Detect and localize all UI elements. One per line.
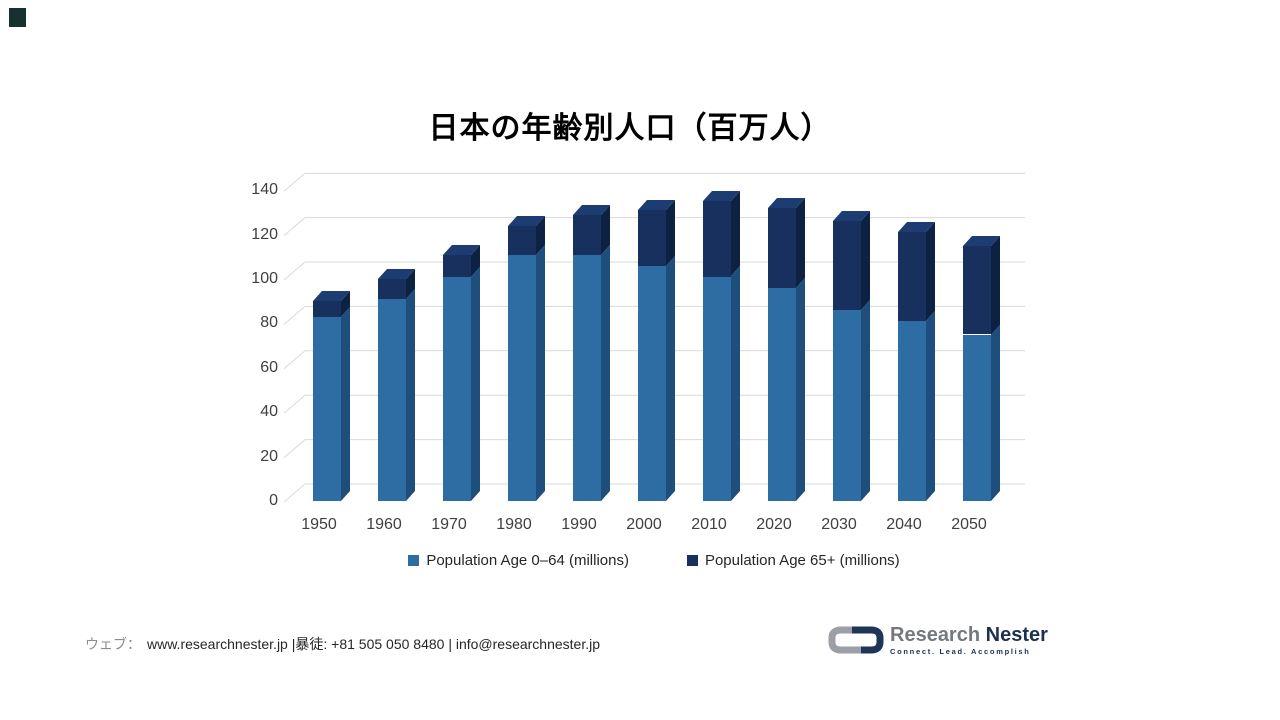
y-axis-label: 60 — [260, 358, 278, 376]
x-axis-label: 2000 — [626, 516, 662, 533]
y-axis-label: 40 — [260, 403, 278, 421]
legend-swatch — [686, 555, 698, 566]
gridline-tick-connector — [283, 306, 306, 325]
bar-side — [991, 235, 1000, 501]
logo-name-nester: Nester — [985, 623, 1048, 646]
logo-tagline: Connect. Lead. Accomplish — [890, 646, 1031, 656]
bar-side-age0-64 — [926, 311, 935, 501]
bar-side-age65plus — [926, 222, 935, 322]
bar-front-age0-64 — [638, 265, 666, 501]
gridline-tick-connector — [283, 261, 306, 281]
legend-swatch — [408, 555, 420, 566]
x-axis-label: 2010 — [691, 516, 727, 533]
x-axis-label: 1950 — [301, 516, 337, 533]
bar-side — [796, 197, 805, 501]
bar-front-age65plus — [768, 207, 796, 288]
bar-side — [536, 215, 545, 501]
legend-label: Population Age 0–64 (millions) — [426, 552, 629, 569]
bar-side — [731, 191, 740, 501]
bar-front-age65plus — [963, 245, 991, 335]
bar-front-age0-64 — [378, 298, 406, 501]
bar-front-age65plus — [508, 225, 536, 255]
bar-side — [926, 222, 935, 501]
gridline-tick-connector — [283, 394, 306, 414]
chart-title: 日本の年齢別人口（百万人） — [428, 112, 832, 145]
bar-side-age65plus — [796, 197, 805, 288]
bar-front-age65plus — [443, 254, 471, 277]
x-axis-label: 2040 — [886, 516, 922, 533]
y-axis-label: 120 — [251, 225, 278, 243]
bar-side-age65plus — [861, 211, 870, 311]
bar-side-age0-64 — [731, 266, 740, 501]
bar-front-age65plus — [833, 221, 861, 311]
logo-chainlink-icon — [828, 626, 884, 654]
bar-front-age65plus — [898, 232, 926, 322]
bar-side-age0-64 — [861, 300, 870, 501]
gridline-tick-connector — [283, 217, 306, 236]
bar-front-age0-64 — [833, 310, 861, 501]
bar-front-age0-64 — [963, 334, 991, 501]
bar-side-age0-64 — [601, 244, 610, 501]
bar-front-age65plus — [638, 210, 666, 266]
logo-name-research: Research — [890, 623, 981, 646]
footer-contact-text: www.researchnester.jp |暴徒: +81 505 050 8… — [147, 636, 601, 652]
bar-front-age65plus — [573, 214, 601, 255]
bar-front-age65plus — [703, 201, 731, 277]
footer-web-label: ウェブ： — [85, 636, 141, 652]
x-axis-label: 2030 — [821, 516, 857, 533]
chart-legend: Population Age 0–64 (millions) Population… — [283, 552, 1025, 569]
y-axis-label: 140 — [251, 181, 278, 199]
bar-front-age0-64 — [898, 321, 926, 501]
bar-side — [666, 200, 675, 501]
logo-text: Research Nester Connect. Lead. Accomplis… — [890, 625, 1048, 656]
bar-front-age0-64 — [443, 276, 471, 501]
y-axis-label: 20 — [260, 447, 278, 465]
y-axis-label: 0 — [269, 492, 278, 509]
bar-front-age0-64 — [768, 287, 796, 501]
legend-label: Population Age 65+ (millions) — [704, 552, 900, 569]
gridline-tick-connector — [283, 483, 306, 503]
bar-front-age0-64 — [508, 254, 536, 501]
bar-side — [601, 204, 610, 501]
gridline-tick-connector — [283, 350, 306, 370]
bar-side — [471, 244, 480, 501]
x-axis-label: 1970 — [431, 516, 467, 533]
x-axis-label: 1960 — [366, 516, 402, 533]
x-axis-label: 2050 — [951, 516, 987, 533]
bar-side-age0-64 — [471, 266, 480, 501]
bar-side-age0-64 — [796, 277, 805, 501]
research-nester-logo: Research Nester Connect. Lead. Accomplis… — [826, 620, 1048, 660]
bar-side-age65plus — [731, 191, 740, 277]
bar-side-age0-64 — [536, 244, 545, 501]
x-axis-label: 1980 — [496, 516, 532, 533]
bar-side-age0-64 — [341, 306, 350, 501]
bar-side — [341, 291, 350, 501]
bar-side — [861, 211, 870, 501]
legend-item: Population Age 0–64 (millions) — [408, 552, 629, 569]
logo-name: Research Nester — [890, 625, 1048, 645]
y-axis-label: 100 — [251, 270, 278, 287]
corner-decor-square — [9, 8, 26, 27]
bar-front-age0-64 — [573, 254, 601, 501]
gridline-tick-connector — [283, 439, 306, 458]
bar-front-age0-64 — [703, 276, 731, 501]
bar-side-age65plus — [991, 235, 1000, 335]
bar-side-age0-64 — [406, 288, 415, 501]
gridline-tick-connector — [283, 172, 306, 192]
bar-front-age0-64 — [313, 316, 341, 501]
x-axis-label: 1990 — [561, 516, 597, 533]
x-axis-label: 2020 — [756, 516, 792, 533]
y-axis-label: 80 — [260, 314, 278, 332]
footer-contact-line: ウェブ： www.researchnester.jp |暴徒: +81 505 0… — [85, 634, 600, 654]
bar-front-age65plus — [378, 279, 406, 299]
legend-item: Population Age 65+ (millions) — [686, 552, 900, 569]
bar-side — [406, 269, 415, 501]
bar-front-age65plus — [313, 301, 341, 317]
bar-side-age0-64 — [991, 324, 1000, 501]
bar-side-age0-64 — [666, 255, 675, 501]
